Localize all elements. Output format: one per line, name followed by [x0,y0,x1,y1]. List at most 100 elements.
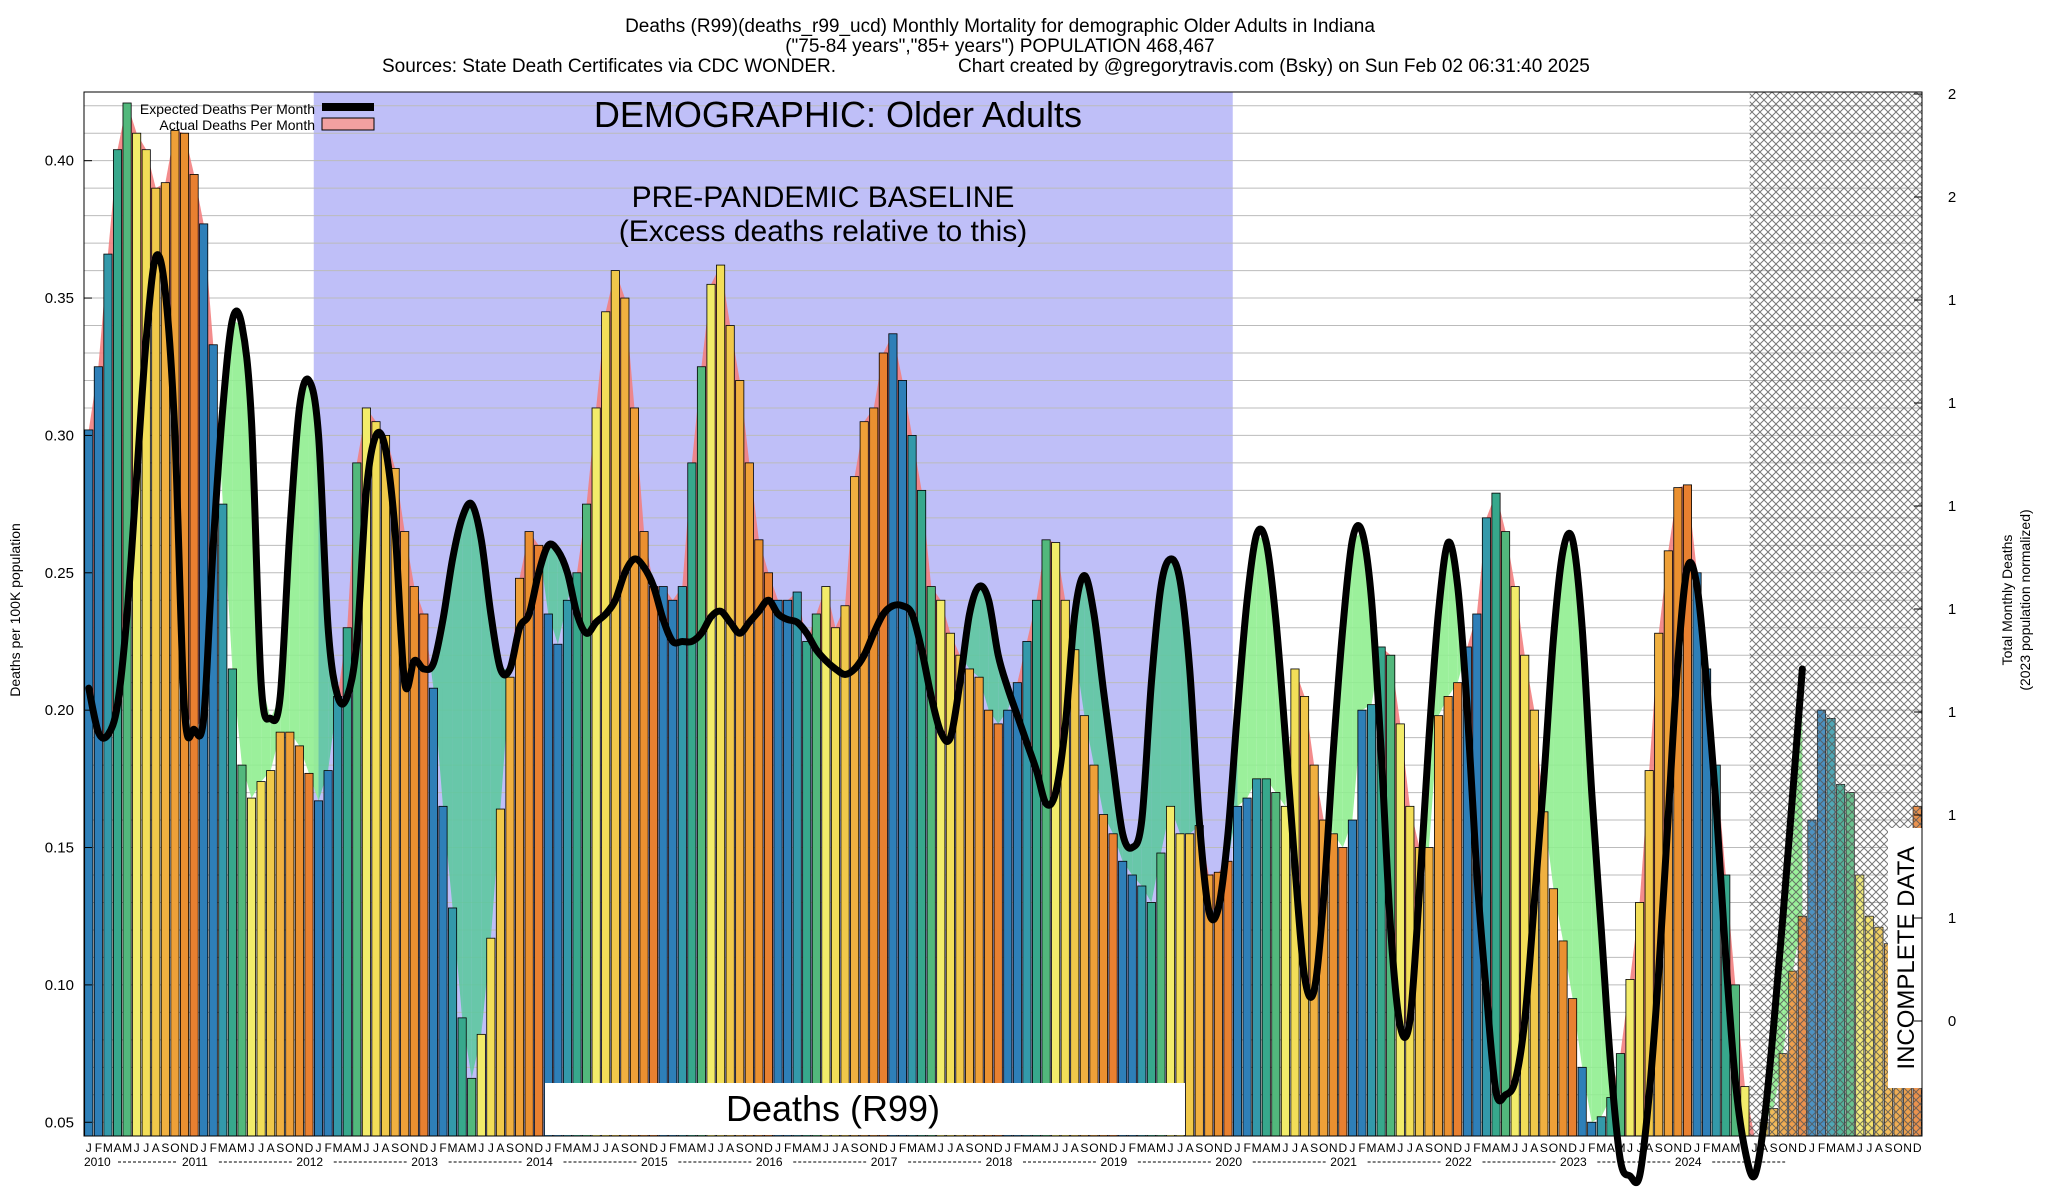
actual-bar [553,643,563,1137]
x-month-label: M [926,1141,936,1155]
x-month-label: A [343,1141,351,1155]
x-month-label: N [640,1141,649,1155]
x-month-label: F [1358,1141,1365,1155]
actual-bar [1434,715,1444,1137]
actual-bar [773,599,783,1137]
actual-bar [515,577,525,1137]
actual-bar [218,503,228,1137]
x-month-label: J [1407,1141,1413,1155]
x-month-label: J [718,1141,724,1155]
actual-bar [457,1017,467,1137]
x-year-label: 2014 [526,1155,553,1169]
actual-bar [381,435,391,1137]
actual-bar [170,130,180,1137]
baseline-label-line2: (Excess deaths relative to this) [619,215,1028,248]
x-month-label: F [439,1141,446,1155]
x-month-label: N [1214,1141,1223,1155]
legend: Expected Deaths Per Month Actual Deaths … [140,101,375,133]
x-month-label: A [1147,1141,1155,1155]
y-tick-label: 0.35 [45,290,74,307]
x-month-label: F [784,1141,791,1155]
x-month-label: M [562,1141,572,1155]
x-month-label: J [373,1141,379,1155]
x-month-label: O [745,1141,754,1155]
actual-bar [1453,682,1463,1137]
actual-bar [735,380,745,1137]
actual-bar [562,599,572,1137]
x-month-label: A [918,1141,926,1155]
excess-deficit-segment [1438,542,1449,716]
actual-bar [1673,487,1683,1137]
x-month-label: F [210,1141,217,1155]
actual-bar [1079,715,1089,1137]
actual-bar [1012,682,1022,1137]
x-month-label: J [1857,1141,1863,1155]
actual-bar [1568,998,1578,1137]
x-month-label: M [1596,1141,1606,1155]
x-month-label: D [1798,1141,1807,1155]
x-month-label: F [1243,1141,1250,1155]
x-month-label: M [907,1141,917,1155]
x-month-label: M [1386,1141,1396,1155]
x-month-label: J [1235,1141,1241,1155]
x-month-label: A [1875,1141,1883,1155]
actual-bar [1233,805,1243,1137]
chart-title: Deaths (R99)(deaths_r99_ucd) Monthly Mor… [625,16,1375,37]
x-month-label: J [823,1141,829,1155]
y2-tick-label: 0 [1948,1013,1956,1030]
actual-bar [783,599,793,1137]
expected-deaths-line [85,251,1806,1187]
legend-expected-swatch [322,103,374,111]
x-month-label: O [515,1141,524,1155]
x-month-label: J [134,1141,140,1155]
actual-bar [649,586,659,1137]
x-month-label: D [534,1141,543,1155]
x-month-label: F [1703,1141,1710,1155]
x-month-label: J [947,1141,953,1155]
x-month-label: F [899,1141,906,1155]
excess-deficit-segment [471,504,482,1079]
x-month-label: J [1809,1141,1815,1155]
x-month-label: J [1512,1141,1518,1155]
x-month-label: O [1089,1141,1098,1155]
x-month-label: S [851,1141,859,1155]
x-month-label: A [382,1141,390,1155]
x-month-label: O [170,1141,179,1155]
x-month-label: A [1262,1141,1270,1155]
actual-bar [984,709,994,1137]
x-year-label: 2016 [756,1155,783,1169]
x-month-label: F [1129,1141,1136,1155]
x-year-label: 2017 [871,1155,898,1169]
actual-bar [974,676,984,1137]
actual-bar [1242,797,1252,1137]
x-month-label: J [1177,1141,1183,1155]
x-month-label: M [122,1141,132,1155]
x-month-label: F [1473,1141,1480,1155]
x-month-label: J [1742,1141,1748,1155]
x-month-label: O [1434,1141,1443,1155]
x-month-label: J [938,1141,944,1155]
x-month-label: J [832,1141,838,1155]
actual-bar [1395,723,1405,1137]
x-month-label: D [1683,1141,1692,1155]
actual-bar [792,591,802,1137]
x-month-label: N [984,1141,993,1155]
x-month-label: S [736,1141,744,1155]
x-month-label: N [295,1141,304,1155]
actual-bar [1577,1066,1587,1137]
x-month-label: A [458,1141,466,1155]
y-tick-label: 0.40 [45,153,74,170]
x-year-label: 2020 [1215,1155,1242,1169]
x-month-label: S [161,1141,169,1155]
x-month-label: J [86,1141,92,1155]
x-month-label: A [152,1141,160,1155]
y-tick-label: 0.20 [45,702,74,719]
actual-bar [285,731,295,1137]
y-tick-label: 0.15 [45,840,74,857]
excess-deficit-segment [1361,531,1372,711]
x-month-label: S [506,1141,514,1155]
x-month-label: J [201,1141,207,1155]
x-month-label: A [1071,1141,1079,1155]
